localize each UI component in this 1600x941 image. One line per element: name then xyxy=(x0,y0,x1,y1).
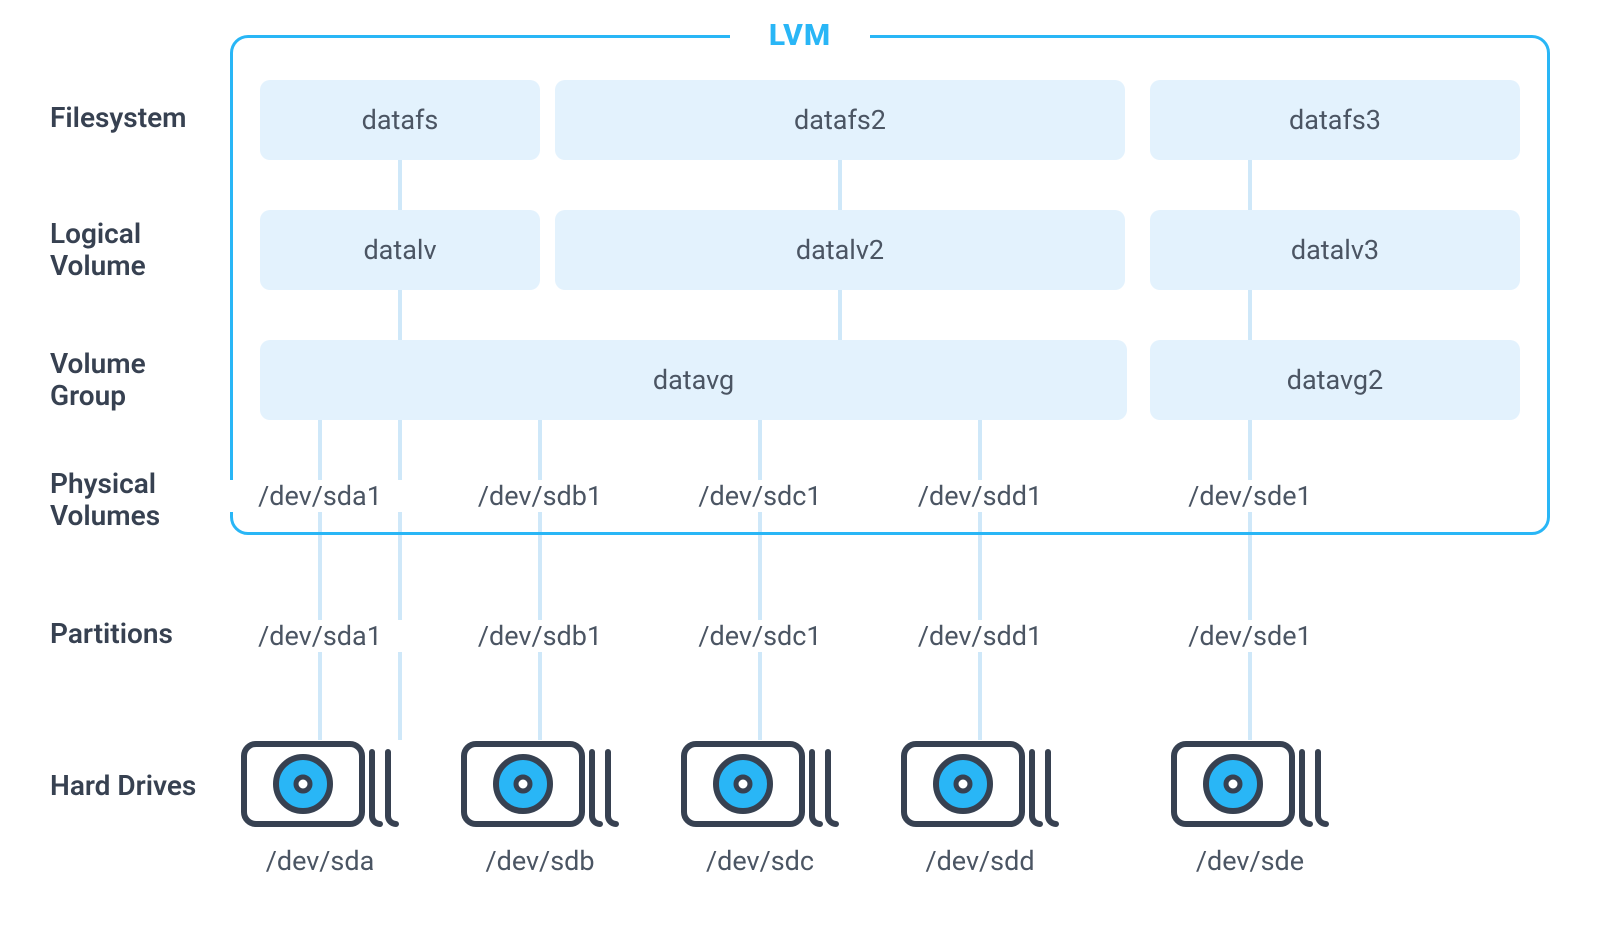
box-label: datavg2 xyxy=(1287,364,1383,396)
physical-volume: /dev/sdb1 xyxy=(450,480,630,512)
logical-volume-box: datalv xyxy=(260,210,540,290)
hard-drive-icon xyxy=(1170,740,1330,828)
box-label: datafs3 xyxy=(1289,104,1381,136)
hard-drive-label: /dev/sda xyxy=(230,845,410,877)
box-label: datafs2 xyxy=(794,104,886,136)
physical-volume: /dev/sdc1 xyxy=(670,480,850,512)
hard-drive-label: /dev/sde xyxy=(1160,845,1340,877)
label-physical-volumes: Physical Volumes xyxy=(50,468,160,532)
label-logical-volume: Logical Volume xyxy=(50,218,146,282)
logical-volume-box: datalv2 xyxy=(555,210,1125,290)
partition: /dev/sdd1 xyxy=(890,620,1070,652)
physical-volume: /dev/sdd1 xyxy=(890,480,1070,512)
hard-drive-icon xyxy=(900,740,1060,828)
filesystem-box: datafs2 xyxy=(555,80,1125,160)
volume-group-box: datavg2 xyxy=(1150,340,1520,420)
hard-drive-label: /dev/sdc xyxy=(670,845,850,877)
label-filesystem: Filesystem xyxy=(50,102,187,134)
box-label: datalv3 xyxy=(1291,234,1379,266)
hard-drive-icon xyxy=(460,740,620,828)
box-label: datalv xyxy=(363,234,436,266)
lvm-title: LVM xyxy=(769,18,831,53)
label-volume-group: Volume Group xyxy=(50,348,146,412)
label-partitions: Partitions xyxy=(50,618,173,650)
hard-drive-icon xyxy=(680,740,840,828)
partition: /dev/sde1 xyxy=(1160,620,1340,652)
partition: /dev/sda1 xyxy=(230,620,410,652)
box-label: datavg xyxy=(653,364,734,396)
label-hard-drives: Hard Drives xyxy=(50,770,196,802)
lvm-title-wrap: LVM xyxy=(730,18,870,53)
logical-volume-box: datalv3 xyxy=(1150,210,1520,290)
physical-volume: /dev/sde1 xyxy=(1160,480,1340,512)
filesystem-box: datafs3 xyxy=(1150,80,1520,160)
box-label: datalv2 xyxy=(796,234,884,266)
hard-drive-label: /dev/sdb xyxy=(450,845,630,877)
partition: /dev/sdc1 xyxy=(670,620,850,652)
filesystem-box: datafs xyxy=(260,80,540,160)
box-label: datafs xyxy=(362,104,439,136)
hard-drive-label: /dev/sdd xyxy=(890,845,1070,877)
volume-group-box: datavg xyxy=(260,340,1127,420)
physical-volume: /dev/sda1 xyxy=(230,480,410,512)
partition: /dev/sdb1 xyxy=(450,620,630,652)
hard-drive-icon xyxy=(240,740,400,828)
